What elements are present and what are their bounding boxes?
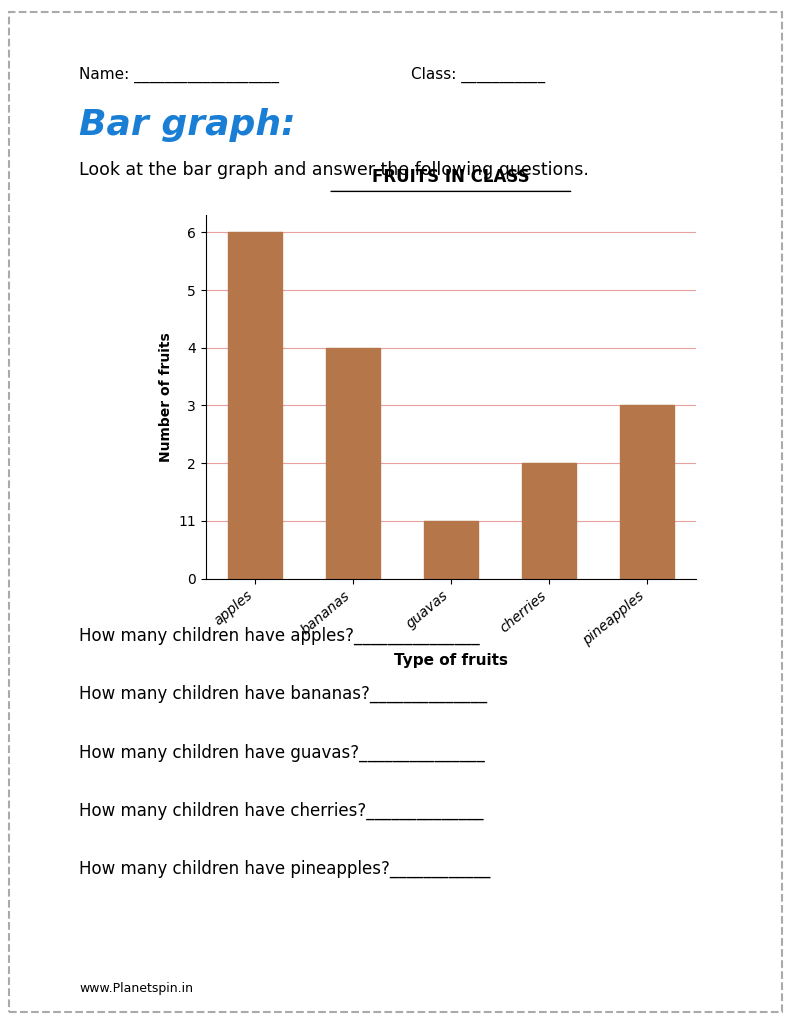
Text: FRUITS IN CLASS: FRUITS IN CLASS: [372, 168, 530, 186]
Text: How many children have cherries?______________: How many children have cherries?________…: [79, 802, 483, 820]
Text: Look at the bar graph and answer the following questions.: Look at the bar graph and answer the fol…: [79, 161, 589, 179]
Text: How many children have apples?_______________: How many children have apples?__________…: [79, 627, 479, 645]
Text: Bar graph:: Bar graph:: [79, 108, 296, 141]
Bar: [326, 348, 380, 579]
Bar: [522, 463, 576, 579]
Text: How many children have guavas?_______________: How many children have guavas?__________…: [79, 743, 485, 762]
Text: Class: ___________: Class: ___________: [411, 67, 546, 83]
Text: www.Planetspin.in: www.Planetspin.in: [79, 982, 193, 995]
Text: How many children have pineapples?____________: How many children have pineapples?______…: [79, 860, 490, 879]
X-axis label: Type of fruits: Type of fruits: [394, 653, 508, 668]
Text: How many children have bananas?______________: How many children have bananas?_________…: [79, 685, 487, 703]
Text: Name: ___________________: Name: ___________________: [79, 67, 279, 83]
Y-axis label: Number of fruits: Number of fruits: [159, 332, 172, 462]
Bar: [228, 232, 282, 579]
Bar: [620, 406, 674, 579]
Bar: [424, 521, 478, 579]
